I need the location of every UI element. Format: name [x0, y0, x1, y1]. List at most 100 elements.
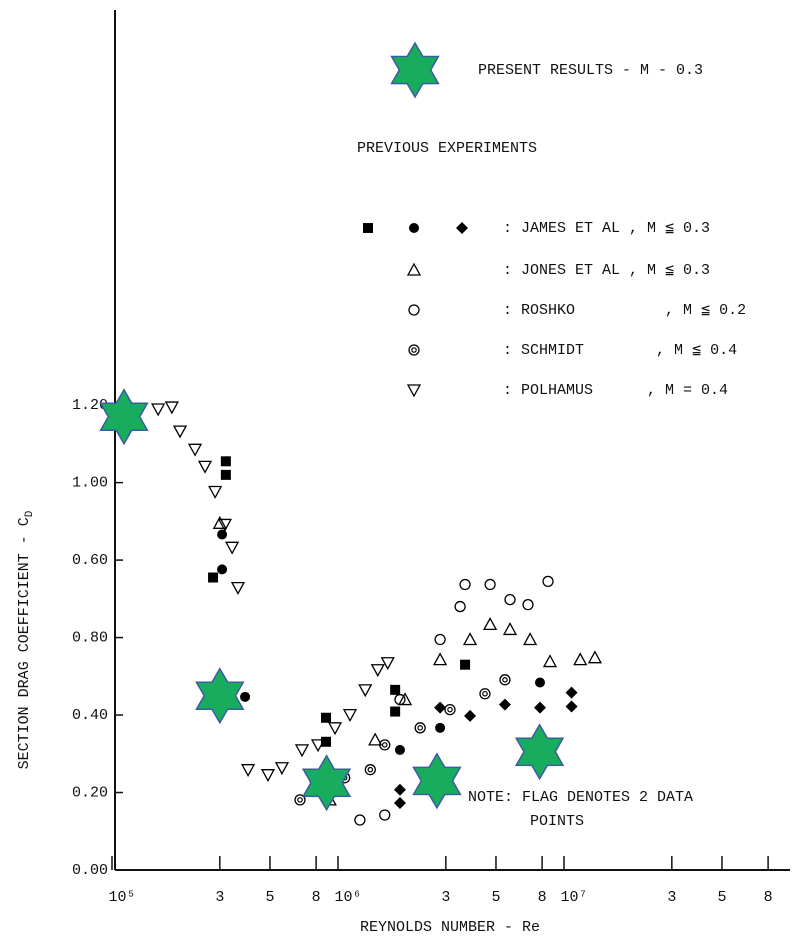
- triangle-marker: [502, 622, 518, 636]
- triangle-down-marker: [208, 485, 223, 499]
- outer-ring: [444, 703, 456, 716]
- double-circle-marker: [499, 674, 511, 686]
- star-marker: [412, 752, 462, 810]
- x-tick-label: 3: [441, 889, 450, 906]
- y-tick-label: 1.20: [72, 397, 108, 414]
- y-tick-label: 0.80: [72, 630, 108, 647]
- circle-marker: [217, 564, 228, 575]
- triangle-down-marker: [230, 581, 246, 595]
- diamond-marker: [565, 700, 578, 713]
- circle-marker: [394, 744, 405, 755]
- x-tick-label: 8: [312, 889, 321, 906]
- x-tick-label: 5: [491, 889, 500, 906]
- triangle-marker: [462, 632, 478, 646]
- square-marker: [208, 572, 219, 583]
- triangle-down-marker: [358, 684, 373, 698]
- legend-marker: [406, 384, 422, 398]
- open-circle-marker: [379, 809, 391, 821]
- triangle-down-marker: [310, 739, 326, 753]
- legend-label: : POLHAMUS , M = 0.4: [503, 382, 728, 399]
- open-circle-marker: [354, 814, 366, 826]
- double-circle-marker: [379, 739, 391, 751]
- triangle-marker: [483, 617, 498, 631]
- triangle-marker: [212, 515, 227, 529]
- triangle-down-marker: [342, 709, 358, 723]
- open-circle-marker: [434, 633, 446, 646]
- y-tick-label: 1.00: [72, 475, 108, 492]
- open-circle-marker: [542, 575, 554, 588]
- diamond-marker: [393, 796, 406, 809]
- x-tick-label: 10⁶: [334, 889, 361, 906]
- triangle-down-marker: [164, 401, 179, 415]
- circle-marker: [217, 529, 228, 540]
- square-marker: [321, 712, 332, 723]
- x-tick-label: 10⁷: [560, 889, 587, 906]
- triangle-down-marker: [240, 764, 256, 778]
- inner-ring: [447, 706, 453, 713]
- square-marker: [390, 684, 401, 695]
- triangle-marker: [542, 654, 558, 668]
- square-marker: [220, 456, 231, 467]
- outer-ring: [414, 722, 426, 734]
- legend-marker: [390, 41, 440, 99]
- double-circle-marker: [444, 703, 456, 716]
- legend-marker: [409, 223, 419, 233]
- y-axis-title-main: SECTION DRAG COEFFICIENT - C: [16, 517, 33, 769]
- star-marker: [514, 723, 565, 781]
- outer-ring: [364, 764, 376, 776]
- star-marker: [195, 667, 245, 725]
- triangle-down-marker: [151, 403, 166, 417]
- triangle-marker: [368, 732, 383, 746]
- inner-ring: [417, 725, 423, 731]
- y-tick-label: 0.40: [72, 707, 108, 724]
- y-axis-title: SECTION DRAG COEFFICIENT - CD: [16, 510, 36, 769]
- legend-marker: [363, 223, 373, 233]
- legend-marker: [408, 344, 420, 356]
- open-circle-marker: [394, 693, 406, 706]
- open-circle-marker: [454, 600, 466, 613]
- note-line: NOTE: FLAG DENOTES 2 DATA: [468, 789, 693, 806]
- triangle-down-marker: [187, 443, 203, 457]
- inner-ring: [411, 347, 417, 353]
- triangle-down-marker: [327, 722, 343, 736]
- x-tick-label: 8: [538, 889, 547, 906]
- legend-heading: PREVIOUS EXPERIMENTS: [357, 140, 537, 157]
- diamond-marker: [498, 698, 511, 711]
- outer-ring: [479, 688, 491, 700]
- inner-ring: [482, 690, 488, 697]
- y-axis-title-sub: D: [24, 510, 36, 517]
- triangle-down-marker: [260, 769, 276, 783]
- outer-ring: [408, 344, 420, 356]
- triangle-down-marker: [294, 744, 310, 758]
- x-tick-label: 8: [764, 889, 773, 906]
- x-tick-label: 5: [717, 889, 726, 906]
- y-tick-label: 0.00: [72, 862, 108, 879]
- triangle-down-marker: [380, 657, 395, 671]
- circle-marker: [435, 722, 446, 733]
- legend-label: : JAMES ET AL , M ≦ 0.3: [503, 220, 710, 237]
- y-tick-label: 0.20: [72, 784, 108, 801]
- square-marker: [321, 736, 332, 747]
- inner-ring: [367, 766, 374, 773]
- legend-label: : JONES ET AL , M ≦ 0.3: [503, 262, 710, 279]
- triangle-marker: [433, 652, 448, 666]
- inner-ring: [381, 742, 388, 748]
- triangle-down-marker: [172, 425, 188, 439]
- open-circle-marker: [522, 598, 534, 611]
- triangle-down-marker: [274, 762, 290, 776]
- diamond-marker: [464, 709, 477, 722]
- legend-marker: [406, 262, 422, 276]
- outer-ring: [294, 794, 306, 806]
- y-tick-label: 0.60: [72, 552, 108, 569]
- square-marker: [220, 469, 231, 480]
- legend-label: : SCHMIDT , M ≦ 0.4: [503, 342, 737, 359]
- square-marker: [460, 659, 471, 670]
- x-tick-label: 5: [265, 889, 274, 906]
- legend-label: PRESENT RESULTS - M - 0.3: [478, 62, 703, 79]
- double-circle-marker: [414, 722, 426, 734]
- legend-marker: [456, 222, 468, 234]
- diamond-marker: [393, 783, 406, 796]
- diamond-marker: [434, 701, 447, 714]
- circle-marker: [240, 691, 251, 702]
